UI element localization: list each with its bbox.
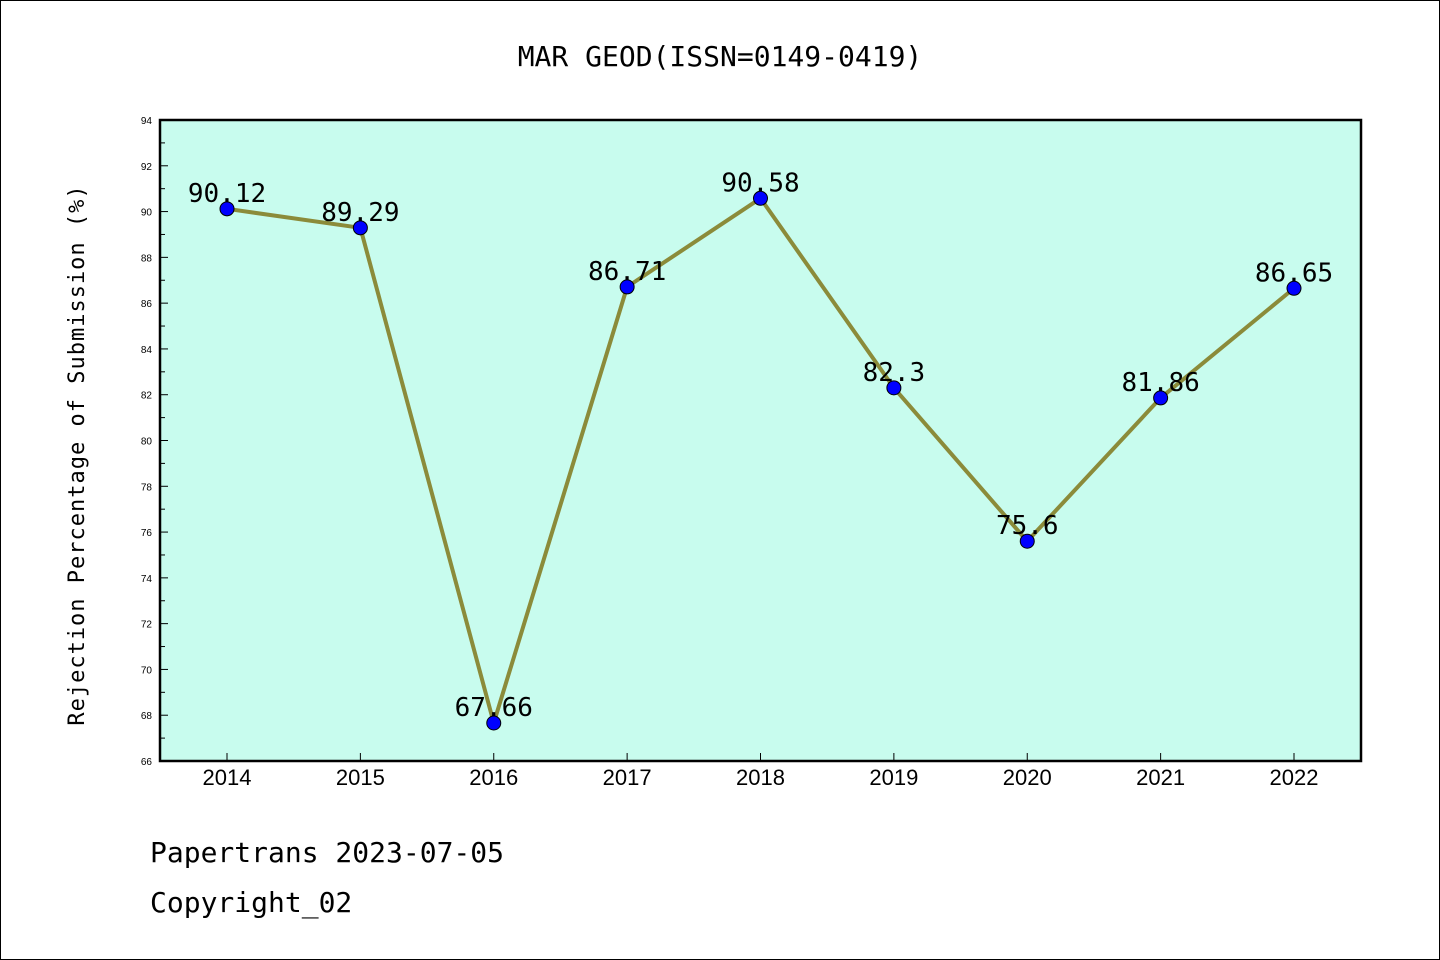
data-label: 81.86 bbox=[1121, 368, 1199, 398]
x-tick-label: 2018 bbox=[736, 765, 785, 790]
x-tick-label: 2017 bbox=[603, 765, 652, 790]
footer-source: Papertrans 2023-07-05 bbox=[150, 836, 505, 869]
y-tick-label: 92 bbox=[141, 162, 153, 173]
x-tick-label: 2015 bbox=[336, 765, 385, 790]
data-point bbox=[486, 715, 502, 731]
x-tick-label: 2020 bbox=[1003, 765, 1052, 790]
x-tick-label: 2022 bbox=[1270, 765, 1319, 790]
x-tick-label: 2014 bbox=[203, 765, 252, 790]
data-point bbox=[753, 190, 768, 206]
data-point bbox=[352, 220, 368, 236]
y-tick-label: 90 bbox=[141, 208, 153, 219]
y-tick-label: 82 bbox=[141, 391, 153, 402]
y-tick-label: 66 bbox=[141, 757, 153, 768]
data-point bbox=[619, 279, 635, 295]
y-tick-label: 88 bbox=[141, 253, 153, 264]
data-point bbox=[219, 201, 235, 217]
y-tick-label: 80 bbox=[141, 437, 153, 448]
data-point bbox=[1153, 390, 1169, 406]
data-point bbox=[1019, 533, 1035, 549]
y-tick-label: 94 bbox=[141, 116, 153, 127]
y-tick-label: 68 bbox=[141, 711, 153, 722]
y-tick-label: 72 bbox=[141, 620, 153, 631]
x-tick-label: 2016 bbox=[469, 765, 518, 790]
data-label: 90.58 bbox=[721, 168, 799, 198]
y-tick-label: 78 bbox=[141, 482, 153, 493]
footer-copyright: Copyright_02 bbox=[150, 886, 353, 919]
data-label: 86.65 bbox=[1255, 258, 1333, 288]
data-label: 67.66 bbox=[455, 693, 533, 723]
series-layer: 90.12 89.29 67.66 86.71 90.58 82.3 75.6 81.86 86… bbox=[188, 168, 1333, 731]
data-label: 75.6 bbox=[996, 511, 1059, 541]
x-tick-label: 2021 bbox=[1136, 765, 1185, 790]
data-label: 90.12 bbox=[188, 179, 266, 209]
y-axis-label: Rejection Percentage of Submission (%) bbox=[65, 184, 90, 725]
x-axis: 2014 2015 2016 2017 2018 2019 2020 2021 2022 bbox=[203, 753, 1319, 790]
y-tick-label: 86 bbox=[141, 299, 153, 310]
chart-title: MAR GEOD(ISSN=0149-0419) bbox=[518, 40, 923, 73]
x-tick-label: 2019 bbox=[869, 765, 918, 790]
y-tick-label: 84 bbox=[141, 345, 153, 356]
y-tick-label: 74 bbox=[141, 574, 153, 585]
data-label: 82.3 bbox=[863, 358, 926, 388]
y-tick-label: 76 bbox=[141, 528, 153, 539]
data-label: 89.29 bbox=[321, 198, 399, 228]
data-point bbox=[1286, 280, 1302, 296]
data-label: 86.71 bbox=[588, 257, 666, 287]
data-point bbox=[886, 380, 902, 396]
plot-border bbox=[158, 118, 1363, 763]
y-tick-label: 70 bbox=[141, 665, 153, 676]
